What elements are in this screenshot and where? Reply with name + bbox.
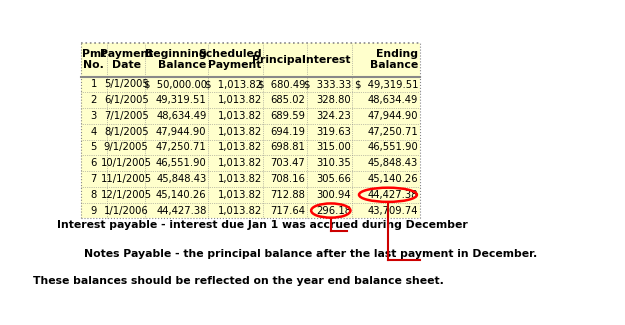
Text: 1: 1 bbox=[91, 79, 97, 89]
Text: 703.47: 703.47 bbox=[271, 158, 305, 168]
Text: 9/1/2005: 9/1/2005 bbox=[104, 142, 149, 152]
Text: 315.00: 315.00 bbox=[316, 142, 351, 152]
Text: 44,427.38: 44,427.38 bbox=[368, 190, 418, 200]
Text: 296.18: 296.18 bbox=[316, 205, 351, 215]
Text: $  49,319.51: $ 49,319.51 bbox=[354, 79, 418, 89]
Text: 300.94: 300.94 bbox=[316, 190, 351, 200]
Text: 689.59: 689.59 bbox=[270, 111, 305, 121]
Text: 1,013.82: 1,013.82 bbox=[217, 127, 262, 137]
Text: $  333.33: $ 333.33 bbox=[304, 79, 351, 89]
Text: Principal: Principal bbox=[251, 55, 305, 65]
Text: 1,013.82: 1,013.82 bbox=[217, 111, 262, 121]
Text: 49,319.51: 49,319.51 bbox=[156, 95, 206, 105]
Text: $  50,000.00: $ 50,000.00 bbox=[144, 79, 206, 89]
Text: 8/1/2005: 8/1/2005 bbox=[104, 127, 149, 137]
Text: 48,634.49: 48,634.49 bbox=[368, 95, 418, 105]
Text: 46,551.90: 46,551.90 bbox=[368, 142, 418, 152]
Text: 1,013.82: 1,013.82 bbox=[217, 158, 262, 168]
Text: 328.80: 328.80 bbox=[316, 95, 351, 105]
Text: 685.02: 685.02 bbox=[270, 95, 305, 105]
Text: 44,427.38: 44,427.38 bbox=[156, 205, 206, 215]
Text: 310.35: 310.35 bbox=[316, 158, 351, 168]
Text: 47,944.90: 47,944.90 bbox=[368, 111, 418, 121]
Text: 698.81: 698.81 bbox=[270, 142, 305, 152]
Text: 694.19: 694.19 bbox=[270, 127, 305, 137]
Text: 6/1/2005: 6/1/2005 bbox=[104, 95, 149, 105]
Text: 43,709.74: 43,709.74 bbox=[368, 205, 418, 215]
Text: Scheduled
Payment: Scheduled Payment bbox=[198, 49, 262, 71]
Text: Ending
Balance: Ending Balance bbox=[370, 49, 418, 71]
Text: 45,140.26: 45,140.26 bbox=[156, 190, 206, 200]
Text: 319.63: 319.63 bbox=[316, 127, 351, 137]
Text: 305.66: 305.66 bbox=[316, 174, 351, 184]
Text: 1/1/2006: 1/1/2006 bbox=[104, 205, 149, 215]
Text: 45,848.43: 45,848.43 bbox=[156, 174, 206, 184]
Text: 1,013.82: 1,013.82 bbox=[217, 174, 262, 184]
Text: Pmt
No.: Pmt No. bbox=[82, 49, 106, 71]
Text: 3: 3 bbox=[91, 111, 97, 121]
Text: 1,013.82: 1,013.82 bbox=[217, 95, 262, 105]
Text: 10/1/2005: 10/1/2005 bbox=[101, 158, 152, 168]
Text: 2: 2 bbox=[91, 95, 97, 105]
Text: 47,250.71: 47,250.71 bbox=[368, 127, 418, 137]
Text: 1,013.82: 1,013.82 bbox=[217, 142, 262, 152]
Bar bbox=[81, 43, 419, 218]
Text: $  680.49: $ 680.49 bbox=[258, 79, 305, 89]
Text: 1,013.82: 1,013.82 bbox=[217, 205, 262, 215]
Text: 4: 4 bbox=[91, 127, 97, 137]
Text: 708.16: 708.16 bbox=[270, 174, 305, 184]
Text: $  1,013.82: $ 1,013.82 bbox=[205, 79, 262, 89]
Text: 7/1/2005: 7/1/2005 bbox=[104, 111, 149, 121]
Text: 7: 7 bbox=[91, 174, 97, 184]
Text: 45,848.43: 45,848.43 bbox=[368, 158, 418, 168]
Text: 8: 8 bbox=[91, 190, 97, 200]
Text: 1,013.82: 1,013.82 bbox=[217, 190, 262, 200]
Text: 47,944.90: 47,944.90 bbox=[156, 127, 206, 137]
Text: Interest: Interest bbox=[302, 55, 351, 65]
Text: 5: 5 bbox=[91, 142, 97, 152]
Text: 11/1/2005: 11/1/2005 bbox=[101, 174, 152, 184]
Text: 48,634.49: 48,634.49 bbox=[156, 111, 206, 121]
Text: 47,250.71: 47,250.71 bbox=[156, 142, 206, 152]
Text: 717.64: 717.64 bbox=[270, 205, 305, 215]
Text: These balances should be reflected on the year end balance sheet.: These balances should be reflected on th… bbox=[32, 276, 443, 286]
Text: Notes Payable - the principal balance after the last payment in December.: Notes Payable - the principal balance af… bbox=[84, 249, 538, 259]
Text: 12/1/2005: 12/1/2005 bbox=[101, 190, 152, 200]
Text: 6: 6 bbox=[91, 158, 97, 168]
Text: 5/1/2005: 5/1/2005 bbox=[104, 79, 149, 89]
Text: 712.88: 712.88 bbox=[270, 190, 305, 200]
Text: 45,140.26: 45,140.26 bbox=[368, 174, 418, 184]
Text: Beginning
Balance: Beginning Balance bbox=[145, 49, 206, 71]
Text: Payment
Date: Payment Date bbox=[99, 49, 153, 71]
Text: 46,551.90: 46,551.90 bbox=[156, 158, 206, 168]
Text: 324.23: 324.23 bbox=[316, 111, 351, 121]
Text: Interest payable - interest due Jan 1 was accrued during December: Interest payable - interest due Jan 1 wa… bbox=[57, 220, 468, 230]
Text: 9: 9 bbox=[91, 205, 97, 215]
